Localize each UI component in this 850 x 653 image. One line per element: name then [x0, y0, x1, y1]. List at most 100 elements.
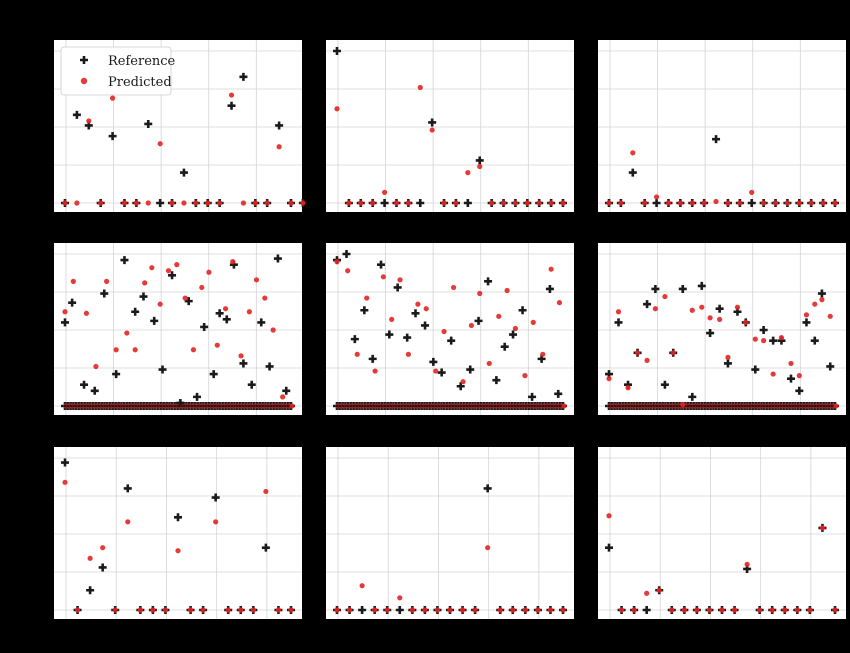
predicted-point: [459, 607, 466, 613]
reference-point: [211, 493, 220, 502]
reference-point: [817, 289, 826, 298]
reference-point: [368, 354, 377, 363]
predicted-point: [217, 200, 223, 206]
reference-point: [786, 374, 795, 383]
predicted-point: [113, 347, 119, 353]
reference-point: [554, 389, 563, 398]
predicted-point: [358, 200, 364, 206]
reference-point: [120, 256, 129, 265]
predicted-point: [263, 488, 269, 495]
predicted-point: [359, 583, 365, 589]
predicted-point: [522, 373, 528, 379]
reference-point: [411, 309, 420, 318]
reference-point: [342, 250, 351, 258]
legend-reference-marker: [80, 56, 88, 64]
reference-point: [273, 254, 282, 263]
reference-point: [90, 386, 99, 395]
predicted-point: [433, 368, 439, 374]
predicted-point: [346, 607, 353, 613]
predicted-point: [100, 545, 106, 551]
reference-point: [428, 118, 437, 127]
reference-point: [492, 376, 501, 385]
reference-point: [429, 357, 438, 366]
legend-reference-label: Reference: [108, 54, 176, 69]
reference-point: [123, 484, 132, 493]
predicted-point: [630, 150, 636, 156]
predicted-point: [548, 200, 554, 206]
predicted-point: [415, 301, 421, 307]
reference-point: [222, 315, 231, 324]
reference-point: [174, 513, 182, 522]
reference-point: [98, 563, 107, 572]
predicted-point: [238, 353, 244, 359]
reference-point: [759, 326, 768, 335]
predicted-point: [275, 607, 282, 613]
reference-point: [706, 329, 715, 338]
predicted-point: [652, 306, 658, 312]
predicted-point: [510, 607, 516, 613]
predicted-point: [83, 310, 90, 316]
reference-point: [156, 199, 165, 207]
reference-point: [209, 370, 218, 379]
plot-area: [54, 447, 302, 619]
predicted-point: [796, 200, 802, 206]
predicted-point: [757, 607, 763, 613]
predicted-point: [145, 200, 151, 206]
predicted-point: [240, 200, 247, 206]
predicted-point: [749, 189, 755, 195]
predicted-point: [334, 259, 340, 265]
predicted-point: [280, 394, 286, 400]
subplot-6: [598, 243, 846, 415]
reference-point: [108, 132, 117, 141]
reference-point: [200, 322, 209, 331]
reference-point: [466, 365, 475, 374]
predicted-point: [827, 313, 833, 319]
predicted-point: [782, 607, 788, 613]
reference-point: [751, 365, 760, 374]
predicted-point: [98, 200, 104, 206]
predicted-point: [699, 304, 705, 310]
reference-point: [158, 365, 167, 374]
predicted-point: [819, 525, 826, 531]
predicted-point: [560, 200, 566, 206]
predicted-point: [752, 336, 758, 342]
reference-point: [484, 277, 493, 286]
predicted-point: [807, 607, 813, 613]
reference-point: [72, 110, 81, 119]
predicted-point: [731, 607, 738, 613]
reference-point: [712, 135, 721, 144]
reference-point: [688, 392, 697, 401]
predicted-point: [689, 200, 695, 206]
predicted-point: [524, 200, 530, 206]
plot-area: [326, 243, 574, 415]
predicted-point: [133, 200, 139, 206]
legend-predicted-marker: [80, 77, 88, 85]
reference-point: [176, 398, 185, 407]
predicted-point: [434, 607, 441, 613]
reference-point: [257, 318, 266, 327]
predicted-point: [181, 200, 187, 206]
predicted-point: [112, 607, 118, 613]
predicted-point: [670, 350, 676, 356]
plot-area: [326, 447, 574, 619]
predicted-point: [453, 200, 459, 206]
predicted-point: [199, 284, 205, 291]
predicted-point: [372, 607, 378, 613]
predicted-point: [561, 403, 567, 409]
predicted-point: [417, 84, 423, 91]
reference-point: [463, 199, 472, 207]
predicted-point: [124, 330, 130, 336]
predicted-point: [214, 342, 220, 348]
subplot-3: [598, 40, 846, 212]
predicted-point: [656, 587, 662, 593]
reference-point: [447, 336, 456, 345]
predicted-point: [397, 595, 403, 601]
predicted-point: [477, 163, 483, 170]
predicted-point: [496, 313, 502, 319]
predicted-point: [504, 287, 510, 294]
predicted-point: [547, 607, 554, 613]
predicted-point: [560, 607, 566, 613]
predicted-point: [662, 293, 668, 300]
predicted-point: [653, 194, 660, 200]
predicted-point: [206, 269, 212, 275]
